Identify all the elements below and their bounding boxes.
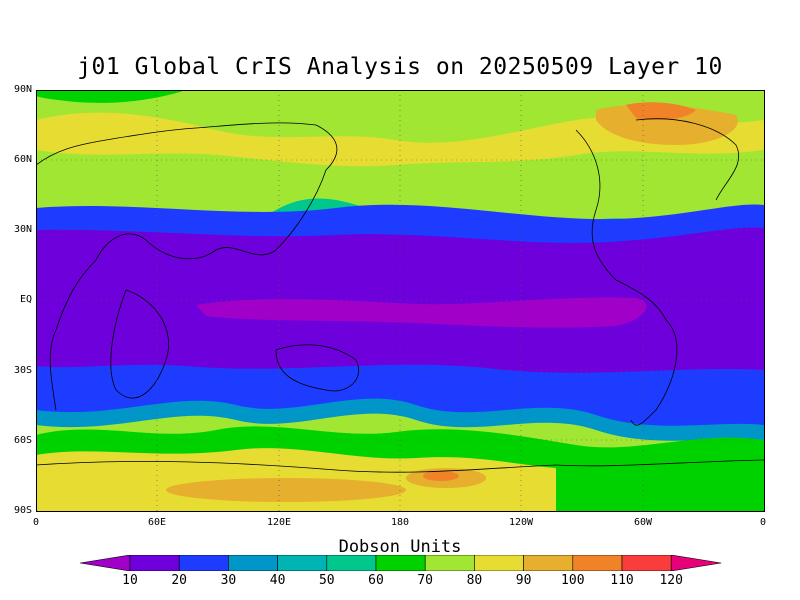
map-title: j01 Global CrIS Analysis on 20250509 Lay… [77, 54, 723, 80]
colorbar-level-label: 30 [220, 573, 237, 588]
lat-label-60n: 60N [13, 154, 32, 165]
colorbar-level-label: 80 [466, 573, 483, 588]
colorbar-swatch-max [670, 554, 722, 572]
lon-label-180: 180 [390, 517, 410, 528]
lat-label-30n: 30N [13, 224, 32, 235]
colorbar-swatch [178, 554, 229, 572]
lon-label-0-end: 0 [759, 517, 767, 528]
colorbar-level-label: 10 [122, 573, 138, 588]
colorbar-level-label: 120 [659, 573, 683, 588]
lon-label-120e: 120E [266, 517, 292, 528]
colorbar-swatch [424, 554, 475, 572]
colorbar-swatch [277, 554, 328, 572]
colorbar-swatch [621, 554, 672, 572]
lat-label-90n: 90N [13, 84, 32, 95]
lat-label-30s: 30S [13, 365, 32, 376]
lon-label-0: 0 [32, 517, 40, 528]
colorbar-level-label: 70 [417, 573, 434, 588]
colorbar-swatch [523, 554, 574, 572]
colorbar [79, 554, 722, 572]
colorbar-units-label: Dobson Units [338, 537, 462, 557]
lon-label-60e: 60E [147, 517, 167, 528]
colorbar-level-label: 60 [368, 573, 384, 588]
colorbar-level-label: 50 [318, 573, 335, 588]
colorbar-swatch [474, 554, 524, 572]
colorbar-level-label: 100 [561, 573, 585, 588]
colorbar-swatch [129, 554, 180, 572]
lat-label-eq: EQ [19, 294, 32, 305]
colorbar-level-label: 20 [171, 573, 188, 588]
colorbar-swatch [228, 554, 278, 572]
colorbar-swatch [572, 554, 623, 572]
colorbar-swatch-min [79, 554, 131, 572]
ozone-map [36, 90, 764, 511]
lon-label-60w: 60W [633, 517, 653, 528]
colorbar-swatch [375, 554, 426, 572]
colorbar-level-label: 40 [269, 573, 286, 588]
colorbar-level-label: 90 [515, 573, 532, 588]
lat-label-90s: 90S [13, 505, 32, 516]
colorbar-swatch [326, 554, 377, 572]
lat-label-60s: 60S [13, 435, 32, 446]
lon-label-120w: 120W [508, 517, 534, 528]
colorbar-level-label: 110 [610, 573, 634, 588]
